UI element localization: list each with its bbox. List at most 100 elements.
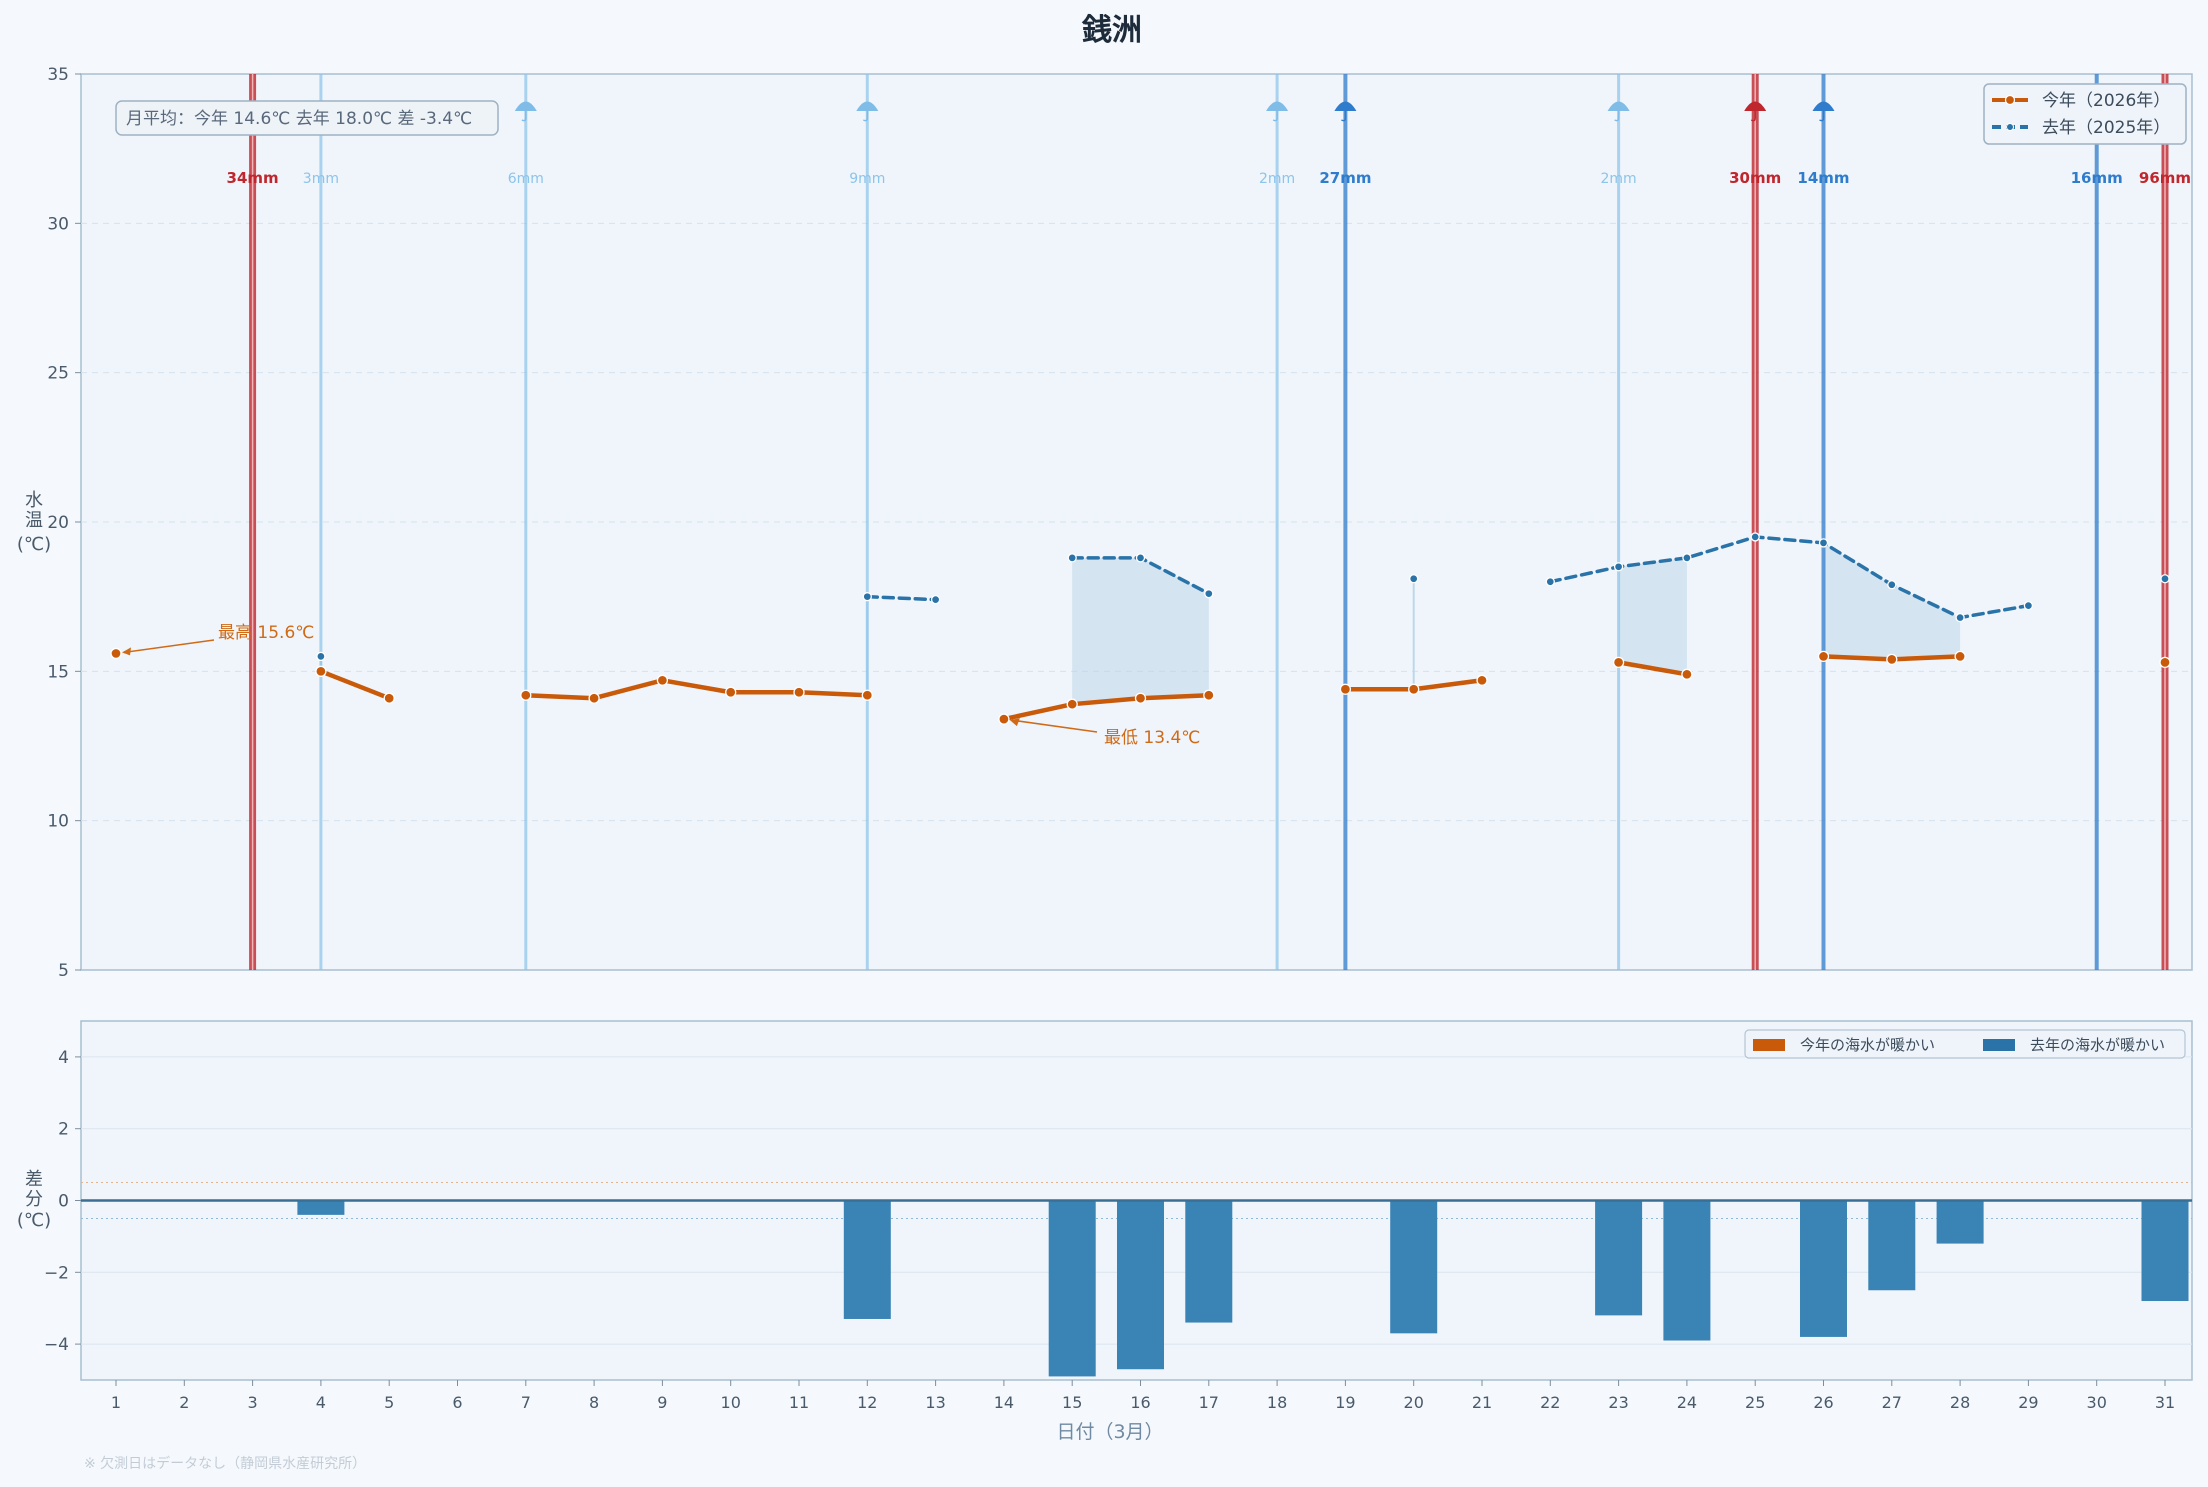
- last-year-point: [1887, 580, 1897, 590]
- legend-swatch-this-year-warmer: [1753, 1039, 1785, 1051]
- difference-y-axis-label: 差 分 (℃): [17, 1169, 51, 1231]
- legend-marker-this-year: [2004, 94, 2016, 106]
- this-year-point: [1954, 650, 1966, 663]
- last-year-segment: [865, 594, 938, 602]
- legend-swatch-last-year-warmer: [1983, 1039, 2015, 1051]
- difference-bar: [297, 1200, 345, 1215]
- x-tick-label: 19: [1335, 1393, 1355, 1412]
- legend-label-last-year: 去年（2025年）: [2042, 118, 2170, 138]
- umbrella-icon: [1744, 101, 1767, 111]
- difference-panel: 420−2−4 1 2 3 4 5 6 7 8 9 10 11 12 13 14 15 16 17 18 19 20 2…: [17, 1020, 2193, 1443]
- difference-bar: [1663, 1200, 1711, 1341]
- this-year-point: [1681, 668, 1693, 680]
- umbrella-handle: [1614, 111, 1620, 122]
- umbrella-icon: [514, 101, 537, 111]
- legend-marker-last-year: [2006, 123, 2014, 131]
- x-ticks: 1 2 3 4 5 6 7 8 9 10 11 12 13 14 15 16 17 18 19 20 21 22 23 24 2…: [111, 1380, 2175, 1412]
- rain-amount-label: 30mm: [1729, 169, 1781, 187]
- difference-bar: [1936, 1200, 1984, 1244]
- x-tick-label: 3: [248, 1393, 258, 1412]
- footnote: ※ 欠測日はデータなし（静岡県水産研究所）: [84, 1455, 366, 1472]
- difference-bar: [1390, 1200, 1438, 1334]
- x-tick-label: 26: [1813, 1393, 1833, 1412]
- x-tick-label: 1: [111, 1393, 121, 1412]
- last-year-point: [1545, 577, 1555, 587]
- difference-bars: [81, 1199, 2192, 1377]
- this-year-point: [793, 686, 805, 698]
- difference-y-ticks: 4 2 0 −2 −4: [44, 1048, 81, 1355]
- this-year-point: [1612, 656, 1625, 669]
- annotation-arrow: [1011, 719, 1098, 733]
- umbrella-handle: [862, 111, 869, 122]
- x-tick-label: 29: [2018, 1393, 2038, 1412]
- difference-fill-region: [1072, 557, 1209, 705]
- y-tick-label: 35: [47, 65, 69, 85]
- y-label-char: 差: [25, 1169, 43, 1190]
- x-tick-label: 25: [1745, 1393, 1765, 1412]
- extreme-annotations: 最高 15.6℃ 最低 13.4℃: [122, 623, 1200, 748]
- this-year-point: [656, 674, 669, 686]
- umbrella-handle: [1819, 111, 1825, 122]
- rain-amount-label: 14mm: [1797, 169, 1849, 187]
- y-label-char: (℃): [17, 534, 51, 555]
- x-tick-label: 6: [452, 1393, 462, 1412]
- last-year-point: [1682, 553, 1692, 563]
- legend-frame: [1744, 1029, 2186, 1059]
- temperature-lines: [110, 532, 2171, 725]
- summary-frame: [115, 100, 499, 136]
- this-year-point: [1134, 692, 1147, 704]
- y-tick-label: 10: [47, 812, 69, 832]
- rain-amount-label: 96mm: [2139, 169, 2191, 187]
- last-year-point: [1204, 589, 1214, 599]
- difference-bar: [1800, 1200, 1847, 1337]
- y-tick-label: 20: [47, 513, 69, 533]
- last-year-point: [1067, 553, 1077, 563]
- this-year-point: [1817, 650, 1830, 663]
- annotation-arrow: [123, 639, 215, 654]
- this-year-point: [520, 689, 532, 701]
- x-tick-label: 4: [316, 1393, 326, 1412]
- difference-bar: [843, 1200, 891, 1319]
- last-year-point: [1750, 532, 1760, 542]
- temperature-y-axis-label: 水 温 (℃): [17, 490, 51, 555]
- y-label-char: 水: [25, 490, 43, 511]
- legend-label-this-year: 今年（2026年）: [2042, 91, 2170, 111]
- this-year-point: [1203, 689, 1215, 701]
- y-tick-label: 5: [58, 961, 69, 981]
- this-year-point: [1339, 683, 1352, 695]
- umbrella-icon: [856, 101, 879, 111]
- rain-amount-label: 16mm: [2071, 169, 2123, 187]
- x-tick-label: 30: [2087, 1393, 2107, 1412]
- y-label-char: 温: [25, 510, 43, 531]
- y-label-char: (℃): [17, 1210, 51, 1231]
- this-year-point: [861, 689, 873, 701]
- x-tick-label: 21: [1472, 1393, 1492, 1412]
- this-year-point: [2159, 656, 2171, 669]
- last-year-point: [2160, 574, 2170, 584]
- this-year-point: [1476, 674, 1488, 686]
- x-tick-label: 8: [589, 1393, 599, 1412]
- y-tick-label: 0: [58, 1192, 69, 1212]
- y-tick-label: 25: [47, 364, 69, 384]
- temperature-plot-area: [80, 73, 2193, 971]
- x-tick-label: 24: [1677, 1393, 1697, 1412]
- x-tick-label: 5: [384, 1393, 394, 1412]
- umbrella-handle: [1272, 111, 1278, 122]
- this-year-point: [383, 692, 395, 704]
- x-tick-label: 28: [1950, 1393, 1970, 1412]
- rain-markers: 34mm 3mm 6mm 9mm 2mm 27mm 2mm 30mm 14mm 16mm 96mm: [227, 74, 2191, 970]
- umbrella-handle: [521, 111, 527, 122]
- difference-fill-region: [1618, 557, 1687, 675]
- last-year-segment: [1548, 535, 2031, 620]
- rain-amount-label: 2mm: [1601, 171, 1637, 187]
- monthly-summary-text: 月平均：今年 14.6℃ 去年 18.0℃ 差 -3.4℃: [126, 109, 472, 129]
- y-tick-label: −4: [44, 1335, 69, 1355]
- x-tick-label: 20: [1404, 1393, 1424, 1412]
- this-year-point: [1886, 653, 1898, 666]
- difference-bar: [1117, 1200, 1164, 1370]
- legend-label-this-year-warmer: 今年の海水が暖かい: [1800, 1036, 1935, 1054]
- umbrella-icon: [1607, 101, 1630, 111]
- legend-label-last-year-warmer: 去年の海水が暖かい: [2030, 1036, 2165, 1054]
- annotation-min-label: 最低 13.4℃: [1104, 728, 1200, 748]
